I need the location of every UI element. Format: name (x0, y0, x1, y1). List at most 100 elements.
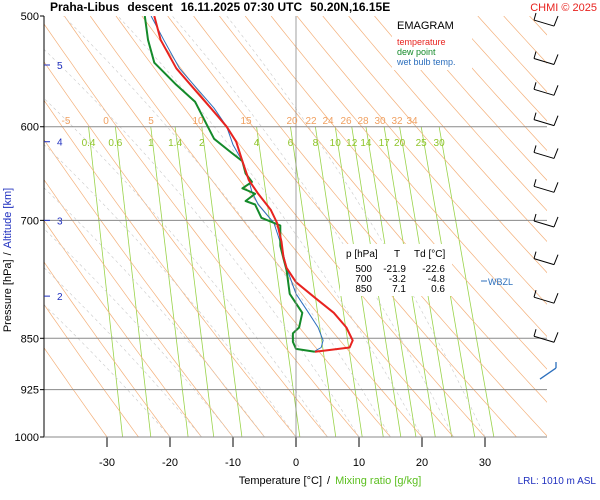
legend-temperature: temperature (397, 37, 446, 47)
mixing-ratio-tick-label: 0.6 (108, 138, 122, 149)
temperature-tick-label: -30 (99, 457, 115, 469)
adiabat-tick-label: 24 (322, 116, 334, 127)
table-row-td: 0.6 (431, 284, 445, 295)
station-name: Praha-Libus (50, 0, 120, 14)
altitude-tick-label: 5 (57, 61, 63, 72)
table-row-t: 7.1 (392, 284, 406, 295)
y-label-sep: / (2, 251, 14, 255)
wind-barb-tail (533, 12, 537, 21)
mixing-ratio-line (314, 126, 363, 437)
mixing-ratio-tick-label: 17 (379, 138, 391, 149)
altitude-tick-label: 3 (57, 216, 63, 227)
mixing-ratio-tick-label: 1.4 (168, 138, 182, 149)
table-row-td: -4.8 (428, 274, 446, 285)
mixing-ratio-line (150, 126, 189, 437)
y-label-pressure: Pressure [hPa] (2, 259, 14, 332)
dry-adiabat-line (477, 16, 547, 93)
series-line-dew-point (143, 16, 316, 353)
wind-barb-staff (533, 58, 555, 65)
dry-adiabat-line (581, 16, 600, 437)
dry-adiabat-line (44, 99, 297, 437)
dry-adiabat-line (44, 303, 139, 437)
sounding-datetime: 16.11.2025 07:30 UTC (181, 0, 303, 14)
legend-background (392, 16, 472, 70)
altitude-tick-label: 4 (57, 138, 63, 149)
mixing-ratio-tick-label: 2 (199, 138, 205, 149)
pressure-tick-label: 925 (21, 385, 39, 397)
mixing-ratio-line (438, 126, 495, 437)
mixing-ratio-tick-label: 25 (416, 138, 428, 149)
wind-barb-staff (533, 19, 555, 27)
adiabat-tick-label: 5 (148, 116, 154, 127)
mixing-ratio-line (290, 126, 337, 437)
adiabat-tick-label: 26 (340, 116, 352, 127)
mixing-ratio-tick-label: 12 (346, 138, 358, 149)
dry-adiabat-line (374, 16, 547, 212)
adiabat-tick-label: 30 (374, 116, 386, 127)
wind-barb-tail (533, 112, 537, 120)
dry-adiabat-line (44, 61, 328, 437)
pressure-tick-label: 700 (21, 215, 39, 227)
mixing-ratio-line (114, 126, 152, 437)
dry-adiabat-line (451, 16, 547, 122)
wind-barb-staff (533, 220, 555, 228)
table-row-td: -22.6 (422, 264, 445, 275)
wind-barb-staff (533, 296, 555, 304)
dry-adiabat-line (44, 219, 202, 437)
moist-adiabat-line (44, 187, 265, 437)
wind-barb-flag (553, 54, 559, 65)
adiabat-labels: -5 0 5 10 15 20 22 24 26 28 30 32 34 (62, 116, 418, 127)
wind-barbs (533, 12, 559, 380)
dry-adiabat-line (322, 16, 547, 274)
dry-adiabat-line (44, 139, 265, 437)
wind-barb-tail (533, 82, 537, 90)
dry-adiabat-line (89, 16, 423, 437)
adiabat-tick-label: 22 (305, 116, 317, 127)
adiabat-tick-label: 32 (391, 116, 403, 127)
wind-barb-tail (533, 329, 537, 337)
wind-barb-tail (533, 290, 537, 298)
mixing-ratio-tick-label: 0.4 (82, 138, 96, 149)
wind-barb (533, 213, 559, 228)
wind-barb-staff (533, 151, 555, 159)
moist-adiabat-line (44, 144, 297, 437)
lrl-label: LRL: 1010 m ASL (518, 476, 597, 487)
wind-barb-flag (553, 216, 559, 228)
wind-barb (533, 329, 559, 343)
temperature-tick-label: 0 (293, 457, 299, 469)
moist-adiabat-line (44, 228, 234, 437)
table-background (340, 244, 452, 296)
adiabat-tick-label: 20 (286, 116, 298, 127)
mixing-ratio-tick-label: 4 (254, 138, 260, 149)
dry-adiabats (44, 16, 600, 437)
temperature-tick-label: -20 (162, 457, 178, 469)
moist-adiabat-line (44, 97, 328, 437)
x-label-temp: Temperature [°C] (239, 475, 322, 487)
mixing-ratio-tick-label: 14 (360, 138, 372, 149)
table-row-p: 850 (355, 284, 372, 295)
wbzl-label: WBZL (488, 277, 513, 287)
wind-barb (533, 51, 559, 65)
table-header-t: T (394, 249, 400, 260)
wind-barb (539, 362, 557, 380)
level-table: p [hPa] T Td [°C] 500 -21.9 -22.6 700 -3… (340, 244, 452, 296)
table-header-td: Td [°C] (414, 249, 445, 260)
mixing-ratio-tick-label: 20 (394, 138, 406, 149)
y-axis-label: Pressure [hPa] / Altitude [km] (2, 188, 14, 332)
series-line-wet-bulb-temp (150, 16, 324, 352)
dry-adiabat-line (348, 16, 547, 242)
wind-barb-flag (553, 332, 559, 343)
mixing-ratio-labels: 0.4 0.6 1 1.4 2 4 6 8 10 12 14 17 20 25 30 (82, 138, 446, 149)
moist-adiabat-line (117, 16, 423, 437)
wind-barb-flag (553, 115, 559, 126)
mixing-ratio-tick-label: 6 (288, 138, 294, 149)
wind-barb (533, 251, 559, 266)
legend-title: EMAGRAM (397, 20, 454, 32)
pressure-tick-label: 500 (21, 11, 39, 23)
adiabat-tick-label: 10 (192, 116, 204, 127)
wind-barb (533, 290, 559, 304)
x-label-sep: / (327, 475, 331, 487)
wind-barb (533, 179, 559, 193)
dry-adiabat-line (44, 347, 108, 437)
